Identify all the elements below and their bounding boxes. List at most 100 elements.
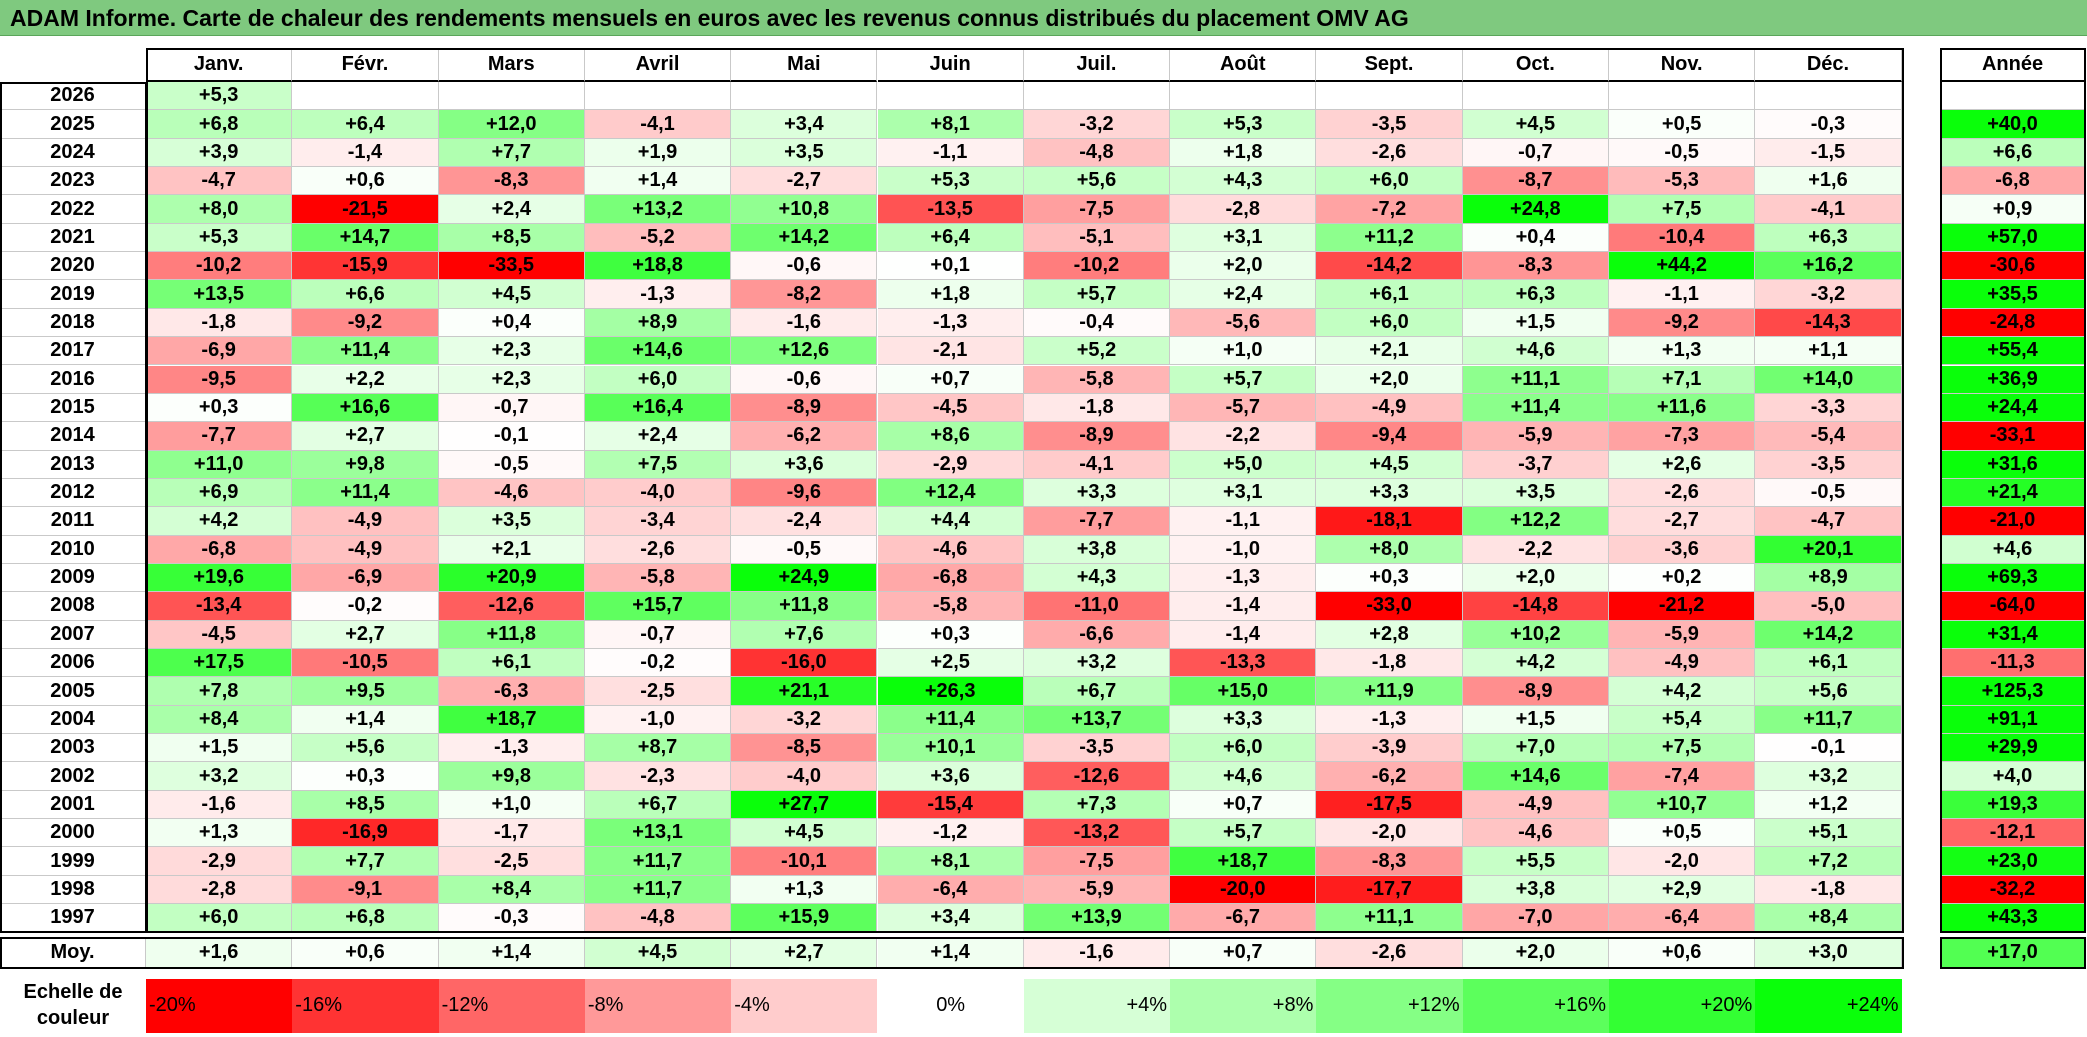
annual-cell: +4,0	[1940, 762, 2086, 791]
year-label: 2001	[0, 790, 146, 820]
year-label: 2018	[0, 308, 146, 338]
heatmap-cell: +6,0	[1316, 167, 1463, 196]
heatmap-cell: +10,1	[877, 734, 1024, 763]
heatmap-cell: -4,8	[1023, 138, 1171, 168]
average-cell: +2,0	[1462, 936, 1609, 969]
heatmap-cell: +14,7	[292, 223, 439, 253]
heatmap-cell: +5,6	[292, 734, 439, 763]
heatmap-cell: +3,6	[877, 762, 1024, 791]
year-label: 2025	[0, 110, 146, 139]
heatmap-cell: -5,9	[1609, 620, 1756, 649]
heatmap-cell: -4,0	[731, 762, 878, 791]
heatmap-cell: +6,7	[1023, 677, 1171, 706]
heatmap-cell: -4,9	[1609, 649, 1756, 678]
heatmap-cell: -1,5	[1755, 138, 1902, 168]
heatmap-cell: -1,7	[438, 819, 585, 848]
heatmap-cell: -16,0	[731, 649, 878, 678]
heatmap-cell: +8,6	[877, 422, 1024, 451]
annual-cell: +23,0	[1940, 847, 2086, 876]
heatmap-cell: +5,7	[1170, 819, 1317, 848]
annual-cell: +55,4	[1940, 337, 2086, 366]
heatmap-cell: +1,8	[1170, 138, 1317, 168]
heatmap-cell: +13,7	[1023, 705, 1171, 735]
heatmap-cell: +5,6	[1755, 677, 1902, 706]
annual-cell: +19,3	[1940, 790, 2086, 820]
heatmap-cell: +3,3	[1170, 705, 1317, 735]
heatmap-cell: +3,4	[731, 110, 878, 139]
heatmap-cell: -0,6	[731, 252, 878, 281]
heatmap-cell: +14,2	[731, 223, 878, 253]
heatmap-cell: -0,5	[1609, 138, 1756, 168]
heatmap-cell: +14,6	[584, 337, 732, 366]
heatmap-cell: -6,8	[146, 535, 293, 564]
year-label: 2009	[0, 563, 146, 593]
heatmap-cell: -1,2	[877, 819, 1024, 848]
heatmap-cell: +3,5	[731, 138, 878, 168]
heatmap-cell: -8,7	[1462, 167, 1609, 196]
heatmap-cell: -0,5	[438, 450, 585, 479]
heatmap-cell: +5,4	[1609, 705, 1756, 735]
heatmap-cell: -0,1	[438, 422, 585, 451]
heatmap-cell: -10,2	[146, 252, 293, 281]
heatmap-cell: -1,4	[1170, 592, 1317, 621]
heatmap-cell: -5,6	[1170, 308, 1317, 338]
heatmap-cell: -5,8	[584, 563, 732, 593]
month-header: Avril	[584, 48, 732, 82]
average-cell: +1,4	[438, 936, 585, 969]
heatmap-cell: -2,6	[1316, 138, 1463, 168]
year-label: 2011	[0, 507, 146, 536]
month-header: Janv.	[146, 48, 293, 82]
month-header: Août	[1170, 48, 1317, 82]
color-scale-swatch: +16%	[1462, 978, 1609, 1033]
heatmap-cell: +11,4	[292, 478, 439, 508]
heatmap-cell: -2,0	[1316, 819, 1463, 848]
heatmap-cell: -1,8	[1023, 393, 1171, 423]
heatmap-cell: +4,3	[1023, 563, 1171, 593]
annual-cell: +31,6	[1940, 450, 2086, 479]
heatmap-cell: +3,8	[1023, 535, 1171, 564]
heatmap-cell: +2,2	[292, 365, 439, 394]
heatmap-cell: +1,3	[146, 819, 293, 848]
average-label: Moy.	[0, 936, 146, 969]
heatmap-cell: +17,5	[146, 649, 293, 678]
heatmap-cell: +0,5	[1609, 819, 1756, 848]
heatmap-cell: -8,2	[731, 280, 878, 309]
heatmap-cell: -8,9	[731, 393, 878, 423]
heatmap-cell: -8,3	[1462, 252, 1609, 281]
heatmap-cell: +27,7	[731, 790, 878, 820]
year-label: 2014	[0, 422, 146, 451]
heatmap-cell: -12,6	[438, 592, 585, 621]
average-cell: +2,7	[731, 936, 878, 969]
year-label: 2021	[0, 223, 146, 253]
heatmap-cell: +1,0	[1170, 337, 1317, 366]
color-scale-swatch: -12%	[438, 978, 585, 1033]
annual-cell: +0,9	[1940, 195, 2086, 224]
heatmap-cell: -8,3	[438, 167, 585, 196]
heatmap-cell: +0,3	[146, 393, 293, 423]
heatmap-cell: +6,0	[1316, 308, 1463, 338]
heatmap-cell: -5,1	[1023, 223, 1171, 253]
heatmap-cell: +1,6	[1755, 167, 1902, 196]
heatmap-cell: -2,5	[438, 847, 585, 876]
heatmap-cell: -2,0	[1609, 847, 1756, 876]
average-cell: +1,4	[877, 936, 1024, 969]
heatmap-cell: +18,7	[438, 705, 585, 735]
year-label: 2023	[0, 167, 146, 196]
heatmap-cell: +6,0	[584, 365, 732, 394]
heatmap-cell: -10,1	[731, 847, 878, 876]
heatmap-cell: +11,1	[1462, 365, 1609, 394]
month-header: Sept.	[1316, 48, 1463, 82]
annual-cell: -33,1	[1940, 422, 2086, 451]
heatmap-cell: +3,6	[731, 450, 878, 479]
heatmap-cell: +7,7	[292, 847, 439, 876]
heatmap-cell: -8,3	[1316, 847, 1463, 876]
heatmap-cell: +5,0	[1170, 450, 1317, 479]
year-label: 2016	[0, 365, 146, 394]
heatmap-cell: +7,3	[1023, 790, 1171, 820]
heatmap-cell: +12,6	[731, 337, 878, 366]
heatmap-cell: +10,7	[1609, 790, 1756, 820]
heatmap-cell: +8,1	[877, 110, 1024, 139]
average-cell: +0,6	[292, 936, 439, 969]
heatmap-cell: +2,1	[438, 535, 585, 564]
heatmap-cell: -3,2	[1755, 280, 1902, 309]
